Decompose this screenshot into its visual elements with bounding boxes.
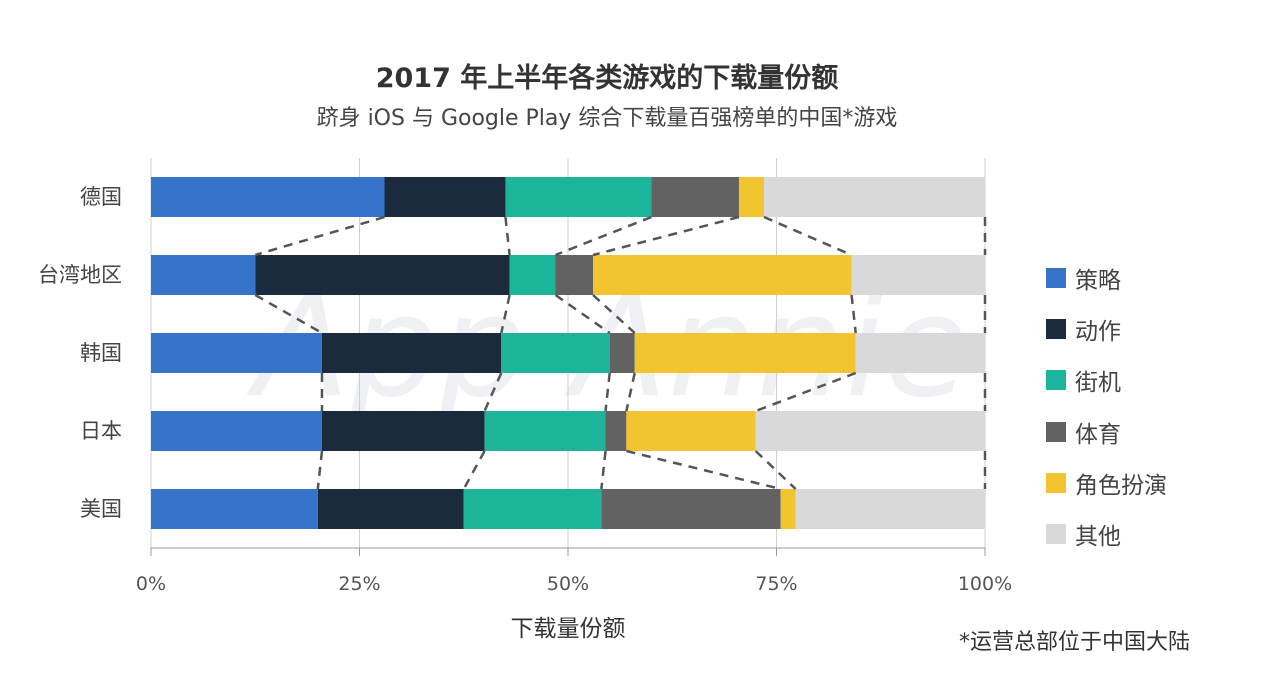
bar-segment — [384, 177, 506, 217]
category-label: 德国 — [80, 185, 122, 209]
bar-segment — [151, 411, 322, 451]
bar-segment — [593, 255, 852, 295]
legend-swatch — [1046, 472, 1066, 493]
footnote: *运营总部位于中国大陆 — [958, 630, 1190, 655]
legend-item: 街机 — [1046, 355, 1167, 406]
connector-line — [500, 294, 511, 334]
legend-label: 其他 — [1075, 524, 1121, 551]
bar-segment — [851, 255, 985, 295]
bar-segment — [763, 177, 985, 217]
bar-segment — [609, 333, 635, 373]
legend-label: 策略 — [1075, 267, 1121, 294]
connector-line — [850, 294, 857, 334]
connector-line — [600, 450, 607, 490]
bar-segment — [780, 489, 796, 529]
x-axis-label: 下载量份额 — [510, 616, 626, 642]
legend-item: 策略 — [1046, 252, 1167, 303]
bar-segment — [255, 255, 510, 295]
bar-segment — [317, 489, 464, 529]
bar-segment — [505, 177, 652, 217]
connector-line — [755, 371, 857, 413]
x-tick-label: 50% — [547, 573, 589, 595]
legend-item: 其他 — [1046, 508, 1167, 559]
bar-segment — [555, 255, 594, 295]
x-tick-label: 25% — [338, 573, 380, 595]
connector-line — [504, 216, 511, 256]
bar-segment — [634, 333, 856, 373]
legend-swatch — [1046, 370, 1066, 391]
legend-swatch — [1046, 524, 1066, 545]
bar-segment — [321, 333, 502, 373]
bar-segment — [321, 411, 485, 451]
connector-line — [554, 293, 611, 335]
legend-label: 体育 — [1075, 421, 1121, 448]
bar-segment — [151, 177, 385, 217]
bar-segment — [151, 333, 322, 373]
chart-subtitle: 跻身 iOS 与 Google Play 综合下载量百强榜单的中国*游戏 — [316, 106, 898, 131]
bar-segment — [605, 411, 627, 451]
category-label: 美国 — [80, 497, 122, 521]
connector-line — [626, 449, 781, 491]
bar-segment — [501, 333, 610, 373]
bar-segment — [855, 333, 985, 373]
bar-segment — [651, 177, 739, 217]
bar-segment — [601, 489, 781, 529]
connector-line — [254, 215, 385, 257]
legend-label: 角色扮演 — [1075, 472, 1167, 499]
bar-segment — [151, 489, 318, 529]
connector-line — [625, 372, 636, 412]
connector-line — [604, 372, 611, 412]
connector-line — [462, 450, 486, 490]
chart-title: 2017 年上半年各类游戏的下载量份额 — [375, 63, 839, 94]
legend-label: 街机 — [1075, 370, 1121, 397]
legend-label: 动作 — [1075, 318, 1121, 345]
bar-segment — [626, 411, 756, 451]
x-tick-label: 75% — [755, 573, 797, 595]
bar-segment — [755, 411, 985, 451]
connector-line — [483, 372, 503, 412]
connector-line — [754, 450, 797, 490]
connector-line — [592, 215, 740, 257]
connector-line — [316, 450, 324, 490]
legend-item: 角色扮演 — [1046, 457, 1167, 508]
x-tick-label: 0% — [136, 573, 166, 595]
chart-legend: 策略动作街机体育角色扮演其他 — [1046, 252, 1167, 560]
bar-segment — [509, 255, 556, 295]
category-label: 韩国 — [80, 341, 122, 365]
connector-line — [254, 293, 323, 335]
bar-segment — [738, 177, 764, 217]
x-tick-label: 100% — [958, 573, 1012, 595]
legend-item: 体育 — [1046, 406, 1167, 457]
bar-segment — [463, 489, 602, 529]
bar-segment — [151, 255, 256, 295]
legend-swatch — [1046, 421, 1066, 442]
legend-swatch — [1046, 267, 1066, 288]
legend-item: 动作 — [1046, 303, 1167, 354]
connector-line — [555, 215, 652, 257]
connector-line — [763, 215, 853, 257]
bar-segment — [795, 489, 985, 529]
category-label: 台湾地区 — [38, 263, 122, 287]
legend-swatch — [1046, 318, 1066, 339]
bar-segment — [484, 411, 606, 451]
category-label: 日本 — [80, 419, 122, 443]
